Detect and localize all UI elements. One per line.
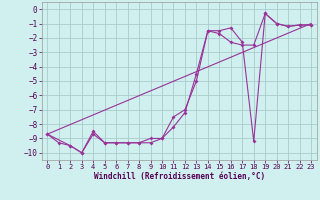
- X-axis label: Windchill (Refroidissement éolien,°C): Windchill (Refroidissement éolien,°C): [94, 172, 265, 181]
